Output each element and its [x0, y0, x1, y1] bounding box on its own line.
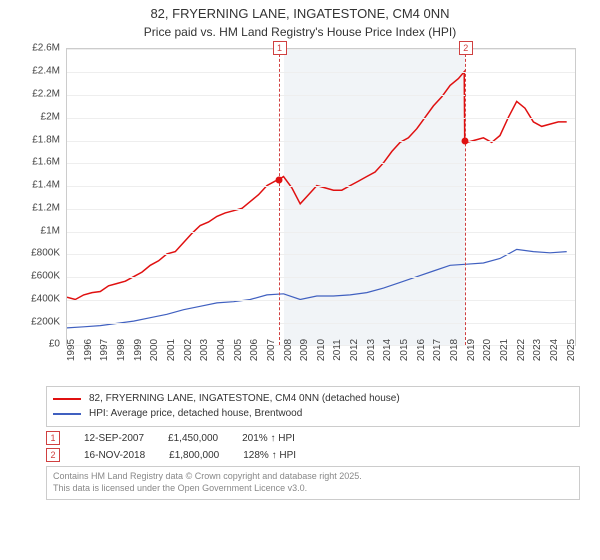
legend: 82, FRYERNING LANE, INGATESTONE, CM4 0NN…: [46, 386, 580, 427]
y-tick-label: £800K: [31, 248, 60, 259]
x-tick-label: 2019: [466, 339, 477, 361]
x-tick-label: 2008: [283, 339, 294, 361]
y-tick-label: £0: [49, 339, 60, 350]
x-tick-label: 2018: [449, 339, 460, 361]
event-marker-icon: 2: [459, 41, 473, 55]
y-tick-label: £1.4M: [32, 180, 60, 191]
footer-line-2: This data is licensed under the Open Gov…: [53, 483, 573, 495]
x-tick-label: 2000: [149, 339, 160, 361]
x-tick-label: 2020: [482, 339, 493, 361]
x-tick-label: 2011: [332, 340, 343, 362]
x-tick-label: 2003: [199, 339, 210, 361]
x-tick-label: 2006: [249, 339, 260, 361]
sale-price: £1,800,000: [169, 450, 219, 461]
chart: £0 £200K £400K £600K £800K £1M £1.2M £1.4M £1.6M…: [20, 44, 580, 384]
x-tick-label: 2017: [432, 339, 443, 361]
chart-subtitle: Price paid vs. HM Land Registry's House …: [10, 25, 590, 41]
y-tick-label: £2.2M: [32, 89, 60, 100]
sale-row: 2 16-NOV-2018 £1,800,000 128% ↑ HPI: [46, 448, 580, 462]
x-tick-label: 2024: [549, 339, 560, 361]
sale-rel: 128% ↑ HPI: [243, 450, 296, 461]
sale-point-icon: [461, 137, 468, 144]
x-tick-label: 2005: [233, 339, 244, 361]
x-tick-label: 1995: [66, 339, 77, 361]
x-tick-label: 2015: [399, 339, 410, 361]
x-tick-label: 2021: [499, 339, 510, 361]
x-tick-label: 2007: [266, 339, 277, 361]
legend-swatch-hpi: [53, 413, 81, 415]
x-tick-label: 2012: [349, 339, 360, 361]
sale-rel: 201% ↑ HPI: [242, 433, 295, 444]
sale-row: 1 12-SEP-2007 £1,450,000 201% ↑ HPI: [46, 431, 580, 445]
footer: Contains HM Land Registry data © Crown c…: [46, 466, 580, 499]
legend-swatch-property: [53, 398, 81, 400]
legend-item-hpi: HPI: Average price, detached house, Bren…: [53, 407, 573, 421]
legend-item-property: 82, FRYERNING LANE, INGATESTONE, CM4 0NN…: [53, 392, 573, 406]
sale-marker-icon: 2: [46, 448, 60, 462]
plot-area: 12: [66, 48, 576, 346]
legend-label-hpi: HPI: Average price, detached house, Bren…: [89, 407, 302, 421]
y-tick-label: £1M: [41, 225, 60, 236]
x-tick-label: 2009: [299, 339, 310, 361]
sale-marker-icon: 1: [46, 431, 60, 445]
y-tick-label: £600K: [31, 271, 60, 282]
x-tick-label: 2022: [516, 339, 527, 361]
y-tick-label: £1.2M: [32, 202, 60, 213]
x-tick-label: 2016: [416, 339, 427, 361]
chart-title: 82, FRYERNING LANE, INGATESTONE, CM4 0NN: [10, 6, 590, 23]
x-tick-label: 2014: [382, 339, 393, 361]
event-line: [465, 49, 466, 345]
x-tick-label: 2010: [316, 339, 327, 361]
x-tick-label: 2002: [183, 339, 194, 361]
y-tick-label: £1.6M: [32, 157, 60, 168]
x-tick-label: 2013: [366, 339, 377, 361]
x-axis: 1995199619971998199920002001200220032004…: [66, 348, 576, 384]
y-axis: £0£200K£400K£600K£800K£1M£1.2M£1.4M£1.6M…: [20, 48, 64, 346]
sale-price: £1,450,000: [168, 433, 218, 444]
event-line: [279, 49, 280, 345]
sale-date: 16-NOV-2018: [84, 450, 145, 461]
sale-date: 12-SEP-2007: [84, 433, 144, 444]
y-tick-label: £1.8M: [32, 134, 60, 145]
x-tick-label: 1997: [99, 339, 110, 361]
event-marker-icon: 1: [273, 41, 287, 55]
x-tick-label: 2025: [566, 339, 577, 361]
y-tick-label: £200K: [31, 316, 60, 327]
y-tick-label: £2M: [41, 111, 60, 122]
series-hpi: [67, 250, 567, 329]
x-tick-label: 1999: [133, 339, 144, 361]
x-tick-label: 2001: [166, 339, 177, 361]
footer-line-1: Contains HM Land Registry data © Crown c…: [53, 471, 573, 483]
x-tick-label: 2023: [532, 339, 543, 361]
y-tick-label: £2.6M: [32, 43, 60, 54]
x-tick-label: 1996: [83, 339, 94, 361]
y-tick-label: £400K: [31, 293, 60, 304]
y-tick-label: £2.4M: [32, 66, 60, 77]
x-tick-label: 2004: [216, 339, 227, 361]
plot-svg: [67, 49, 575, 345]
legend-label-property: 82, FRYERNING LANE, INGATESTONE, CM4 0NN…: [89, 392, 400, 406]
x-tick-label: 1998: [116, 339, 127, 361]
sale-point-icon: [275, 177, 282, 184]
sales-list: 1 12-SEP-2007 £1,450,000 201% ↑ HPI 2 16…: [46, 431, 580, 462]
